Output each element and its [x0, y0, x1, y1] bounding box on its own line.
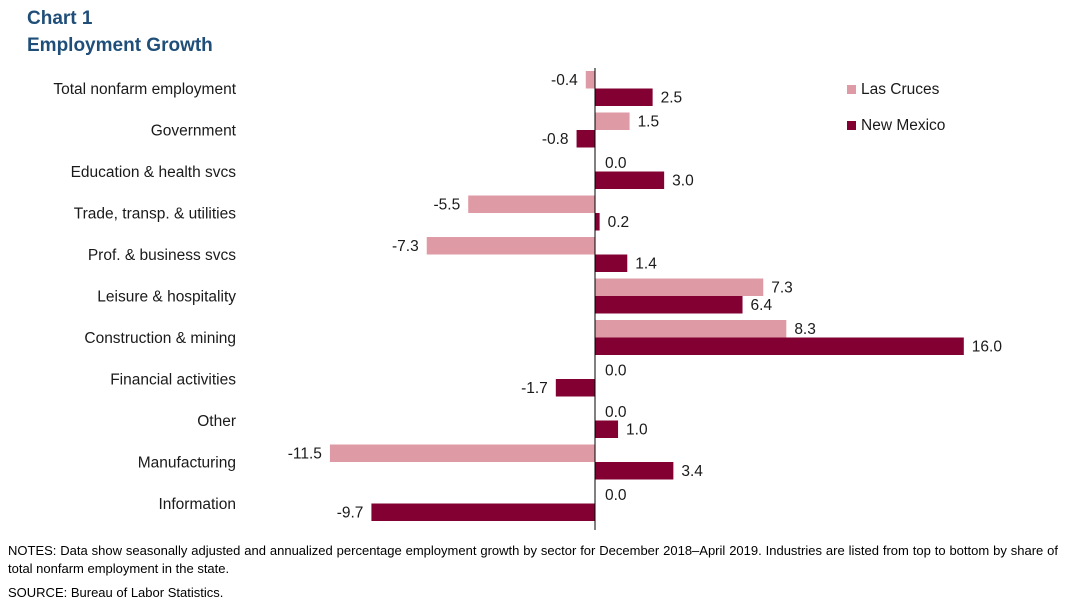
- bar-las-cruces-construction-mining: [595, 320, 787, 338]
- chart-title: Employment Growth: [27, 35, 213, 56]
- bar-new-mexico-financial-activities: [555, 379, 595, 397]
- bar-las-cruces-leisure-hospitality: [595, 278, 764, 296]
- value-label-las-cruces-government: 1.5: [638, 113, 660, 130]
- legend-swatch-las-cruces: [847, 85, 856, 94]
- category-labels: Total nonfarm employment Government Educat…: [53, 81, 236, 513]
- chart-number: Chart 1: [27, 8, 93, 29]
- category-label-leisure-hospitality: Leisure & hospitality: [97, 288, 236, 305]
- category-label-total-nonfarm-employment: Total nonfarm employment: [53, 81, 236, 98]
- bar-new-mexico-construction-mining: [595, 337, 964, 355]
- legend: Las Cruces New Mexico: [847, 81, 945, 134]
- bar-new-mexico-government: [576, 130, 595, 148]
- legend-label-las-cruces: Las Cruces: [861, 81, 940, 98]
- value-label-new-mexico-prof-business-svcs: 1.4: [635, 255, 657, 272]
- bar-las-cruces-government: [595, 112, 630, 130]
- bar-new-mexico-leisure-hospitality: [595, 296, 743, 314]
- bar-new-mexico-total-nonfarm-employment: [595, 88, 653, 106]
- value-label-new-mexico-construction-mining: 16.0: [972, 338, 1003, 355]
- bar-las-cruces-total-nonfarm-employment: [585, 71, 595, 89]
- chart-notes: NOTES: Data show seasonally adjusted and…: [8, 543, 1058, 576]
- bar-new-mexico-trade-transp-utilities: [595, 213, 600, 231]
- value-label-las-cruces-prof-business-svcs: -7.3: [392, 238, 419, 255]
- category-label-manufacturing: Manufacturing: [138, 454, 236, 471]
- category-label-construction-mining: Construction & mining: [84, 330, 236, 347]
- value-label-las-cruces-other: 0.0: [605, 404, 627, 421]
- value-label-new-mexico-total-nonfarm-employment: 2.5: [661, 89, 683, 106]
- value-label-new-mexico-trade-transp-utilities: 0.2: [608, 214, 630, 231]
- value-labels: -0.4 2.51.5 -0.8 0.0 3.0 -5.5 0.2 -7.3 1.4 7.36.4…: [288, 72, 1003, 522]
- value-label-new-mexico-financial-activities: -1.7: [521, 380, 548, 397]
- bar-las-cruces-trade-transp-utilities: [468, 195, 595, 213]
- bar-new-mexico-manufacturing: [595, 462, 674, 480]
- value-label-las-cruces-construction-mining: 8.3: [794, 321, 816, 338]
- value-label-las-cruces-total-nonfarm-employment: -0.4: [551, 72, 578, 89]
- chart-source: SOURCE: Bureau of Labor Statistics.: [8, 585, 224, 600]
- value-label-las-cruces-financial-activities: 0.0: [605, 362, 627, 379]
- bar-new-mexico-information: [371, 503, 595, 521]
- value-label-new-mexico-other: 1.0: [626, 421, 648, 438]
- bar-new-mexico-prof-business-svcs: [595, 254, 628, 272]
- value-label-new-mexico-leisure-hospitality: 6.4: [751, 297, 773, 314]
- category-label-trade-transp-utilities: Trade, transp. & utilities: [74, 205, 236, 222]
- category-label-government: Government: [151, 122, 237, 139]
- value-label-new-mexico-manufacturing: 3.4: [681, 463, 703, 480]
- legend-swatch-new-mexico: [847, 121, 856, 130]
- bar-chart: Total nonfarm employment Government Educat…: [53, 68, 1003, 530]
- category-label-information: Information: [158, 496, 236, 513]
- category-label-financial-activities: Financial activities: [110, 371, 236, 388]
- bar-las-cruces-manufacturing: [329, 444, 595, 462]
- value-label-las-cruces-leisure-hospitality: 7.3: [771, 279, 793, 296]
- legend-label-new-mexico: New Mexico: [861, 117, 945, 134]
- category-label-other: Other: [197, 413, 236, 430]
- value-label-las-cruces-information: 0.0: [605, 487, 627, 504]
- value-label-new-mexico-government: -0.8: [542, 131, 569, 148]
- value-label-las-cruces-education-health-svcs: 0.0: [605, 155, 627, 172]
- value-label-new-mexico-education-health-svcs: 3.0: [672, 172, 694, 189]
- category-label-prof-business-svcs: Prof. & business svcs: [88, 247, 236, 264]
- value-label-las-cruces-manufacturing: -11.5: [288, 445, 322, 462]
- value-label-new-mexico-information: -9.7: [337, 504, 364, 521]
- bar-new-mexico-other: [595, 420, 619, 438]
- value-label-las-cruces-trade-transp-utilities: -5.5: [434, 196, 461, 213]
- bar-new-mexico-education-health-svcs: [595, 171, 665, 189]
- bar-las-cruces-prof-business-svcs: [426, 237, 595, 255]
- bars-layer: [329, 71, 964, 521]
- category-label-education-health-svcs: Education & health svcs: [71, 164, 237, 181]
